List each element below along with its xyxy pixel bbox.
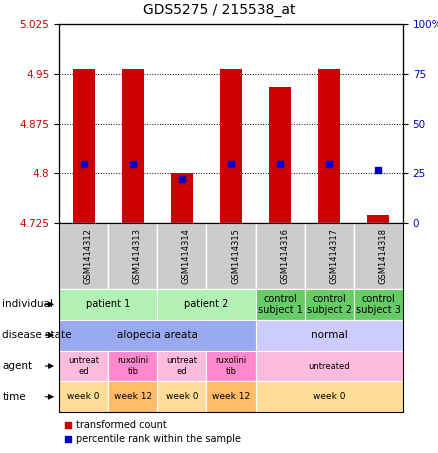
Bar: [318, 69, 340, 223]
Bar: [256, 223, 305, 289]
Text: week 0: week 0: [67, 392, 100, 401]
Bar: [220, 69, 242, 223]
Bar: [73, 69, 95, 223]
Bar: [305, 223, 354, 289]
Text: GSM1414313: GSM1414313: [133, 228, 142, 284]
Bar: [305, 289, 354, 320]
Text: GSM1414317: GSM1414317: [329, 228, 338, 284]
Text: time: time: [2, 392, 26, 402]
Bar: [367, 215, 389, 223]
Bar: [59, 223, 108, 289]
Text: patient 2: patient 2: [184, 299, 229, 309]
Text: untreat
ed: untreat ed: [68, 357, 99, 376]
Bar: [269, 87, 291, 223]
Text: GDS5275 / 215538_at: GDS5275 / 215538_at: [143, 3, 295, 17]
Bar: [206, 223, 256, 289]
Bar: [256, 351, 403, 381]
Text: normal: normal: [311, 330, 348, 340]
Text: agent: agent: [2, 361, 32, 371]
Text: ruxolini
tib: ruxolini tib: [117, 357, 148, 376]
Text: untreat
ed: untreat ed: [166, 357, 198, 376]
Bar: [206, 351, 256, 381]
Bar: [59, 24, 403, 223]
Text: transformed count: transformed count: [76, 420, 166, 430]
Bar: [122, 69, 144, 223]
Text: week 12: week 12: [114, 392, 152, 401]
Bar: [59, 320, 256, 351]
Text: GSM1414315: GSM1414315: [231, 228, 240, 284]
Bar: [59, 289, 157, 320]
Bar: [256, 289, 305, 320]
Text: GSM1414312: GSM1414312: [84, 228, 93, 284]
Bar: [157, 289, 256, 320]
Bar: [171, 173, 193, 223]
Text: untreated: untreated: [308, 361, 350, 371]
Text: control
subject 2: control subject 2: [307, 294, 352, 315]
Text: week 12: week 12: [212, 392, 250, 401]
Bar: [108, 351, 157, 381]
Bar: [108, 223, 157, 289]
Bar: [157, 223, 206, 289]
Bar: [157, 381, 206, 412]
Text: individual: individual: [2, 299, 53, 309]
Text: patient 1: patient 1: [86, 299, 131, 309]
Bar: [59, 381, 108, 412]
Text: GSM1414316: GSM1414316: [280, 228, 289, 284]
Text: GSM1414318: GSM1414318: [378, 228, 387, 284]
Text: percentile rank within the sample: percentile rank within the sample: [76, 434, 241, 444]
Text: ruxolini
tib: ruxolini tib: [215, 357, 247, 376]
Bar: [108, 381, 157, 412]
Bar: [59, 223, 403, 412]
Bar: [157, 351, 206, 381]
Text: control
subject 3: control subject 3: [356, 294, 401, 315]
Bar: [256, 320, 403, 351]
Text: alopecia areata: alopecia areata: [117, 330, 198, 340]
Text: disease state: disease state: [2, 330, 72, 340]
Text: week 0: week 0: [166, 392, 198, 401]
Bar: [59, 351, 108, 381]
Bar: [354, 223, 403, 289]
Bar: [256, 381, 403, 412]
Text: week 0: week 0: [313, 392, 346, 401]
Text: GSM1414314: GSM1414314: [182, 228, 191, 284]
Bar: [354, 289, 403, 320]
Bar: [206, 381, 256, 412]
Text: control
subject 1: control subject 1: [258, 294, 303, 315]
